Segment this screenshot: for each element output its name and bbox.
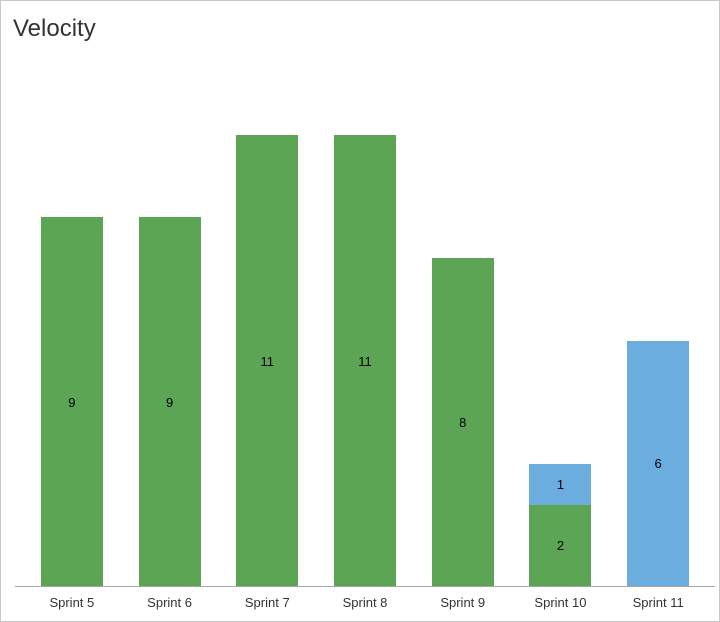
bar-column: 9 — [121, 53, 219, 587]
bar-segment-completed: 8 — [432, 258, 494, 587]
chart-title: Velocity — [11, 11, 709, 43]
bar-segment-completed: 2 — [529, 505, 591, 587]
x-axis-label: Sprint 6 — [121, 589, 219, 621]
bar-segment-planned: 6 — [627, 341, 689, 587]
bar-column: 9 — [23, 53, 121, 587]
x-axis-label: Sprint 9 — [414, 589, 512, 621]
bar-segment-planned: 1 — [529, 464, 591, 505]
x-axis-line — [15, 586, 715, 587]
x-axis-label: Sprint 10 — [512, 589, 610, 621]
x-axis-labels: Sprint 5Sprint 6Sprint 7Sprint 8Sprint 9… — [15, 589, 715, 621]
bar-column: 8 — [414, 53, 512, 587]
bar-column: 11 — [316, 53, 414, 587]
x-axis-label: Sprint 5 — [23, 589, 121, 621]
bar-segment-completed: 9 — [41, 217, 103, 587]
bar-column: 6 — [609, 53, 707, 587]
bar-segment-completed: 11 — [334, 135, 396, 587]
bar-segment-completed: 9 — [139, 217, 201, 587]
x-axis-label: Sprint 11 — [609, 589, 707, 621]
bars-container: 9911118126 — [15, 53, 715, 587]
x-axis-label: Sprint 8 — [316, 589, 414, 621]
velocity-chart: Velocity 9911118126 Sprint 5Sprint 6Spri… — [0, 0, 720, 622]
bar-segment-completed: 11 — [236, 135, 298, 587]
plot-area: 9911118126 — [15, 53, 715, 587]
x-axis-label: Sprint 7 — [218, 589, 316, 621]
bar-column: 11 — [218, 53, 316, 587]
bar-column: 12 — [512, 53, 610, 587]
